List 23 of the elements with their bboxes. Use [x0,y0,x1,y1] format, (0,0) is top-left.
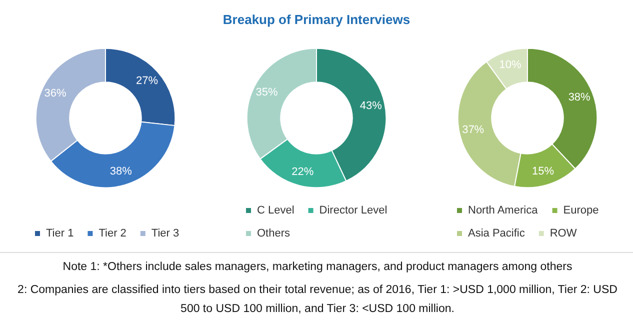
legend-label: Europe [563,204,599,216]
data-label: 38% [110,166,132,178]
legend-label: Others [257,228,291,240]
legend-label: Tier 3 [151,228,180,240]
data-label: 43% [360,100,382,112]
data-label: 10% [499,58,522,71]
data-label: 38% [568,91,591,104]
legend-label: ROW [550,228,578,240]
legend-label: C Level [257,204,294,216]
data-label: 37% [462,124,484,136]
text: Note 1: *Others include sales managers, marketing managers, and product managers among others [62,260,574,275]
legend-label: Asia Pacific [468,228,526,240]
legend-label: Tier 1 [46,228,74,240]
chart-title: Breakup of Primary Interviews [222,11,412,29]
data-label: 36% [44,88,67,100]
data-label: 22% [292,166,314,178]
data-label: 27% [136,74,158,87]
data-label: 35% [256,86,278,99]
text: 2: Companies are classified into tiers based on their total revenue; as of 2016, Tier 1: >USD 1,000 million, Tier 2: USD 500 to USD 100 million, and Tier 3: <USD 100 million. [16,283,618,317]
data-label: 15% [532,166,554,178]
legend-label: Director Level [319,204,388,216]
legend-label: Tier 2 [98,228,126,240]
legend-label: North America [468,204,539,216]
